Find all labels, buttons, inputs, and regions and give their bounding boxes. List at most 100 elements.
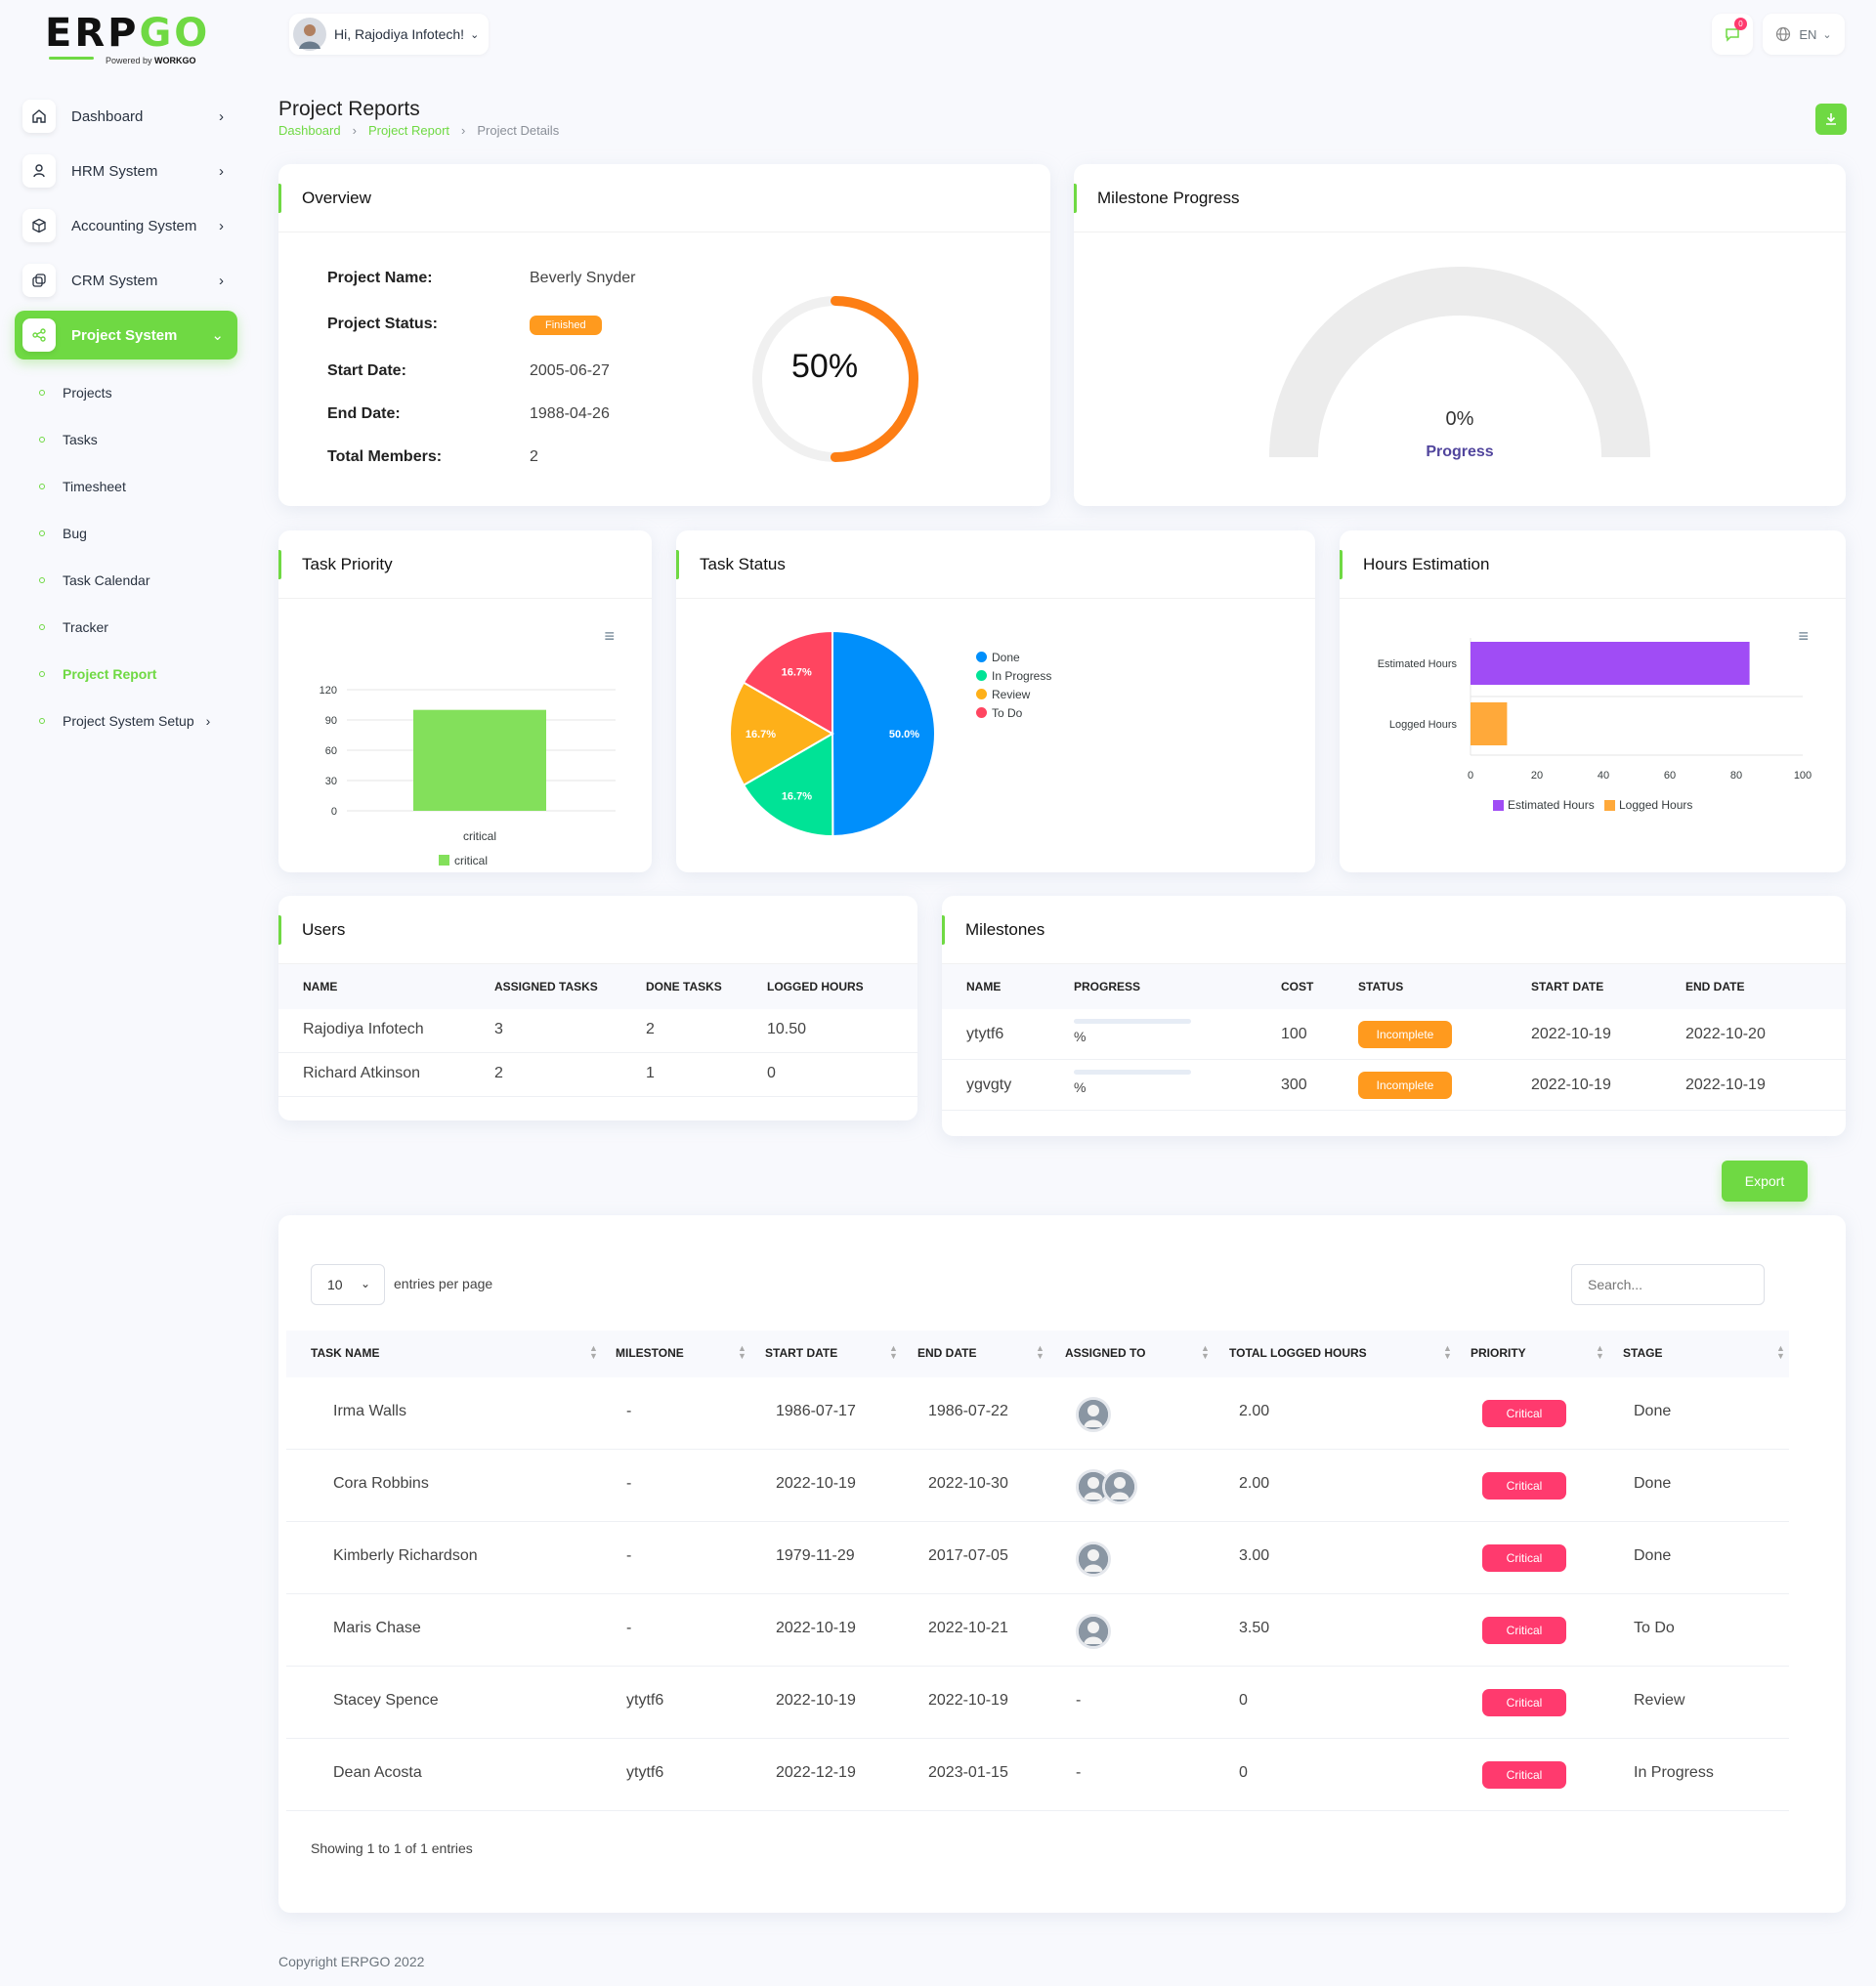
sort-icon[interactable]: ▲ ▼ [1201, 1343, 1210, 1361]
pie-slice [742, 629, 833, 736]
slice-label: 50.0% [889, 729, 919, 740]
task-stage: Done [1634, 1403, 1672, 1419]
task-priority-chart: 120 90 60 30 0 critical critical [320, 685, 616, 867]
task-milestone: - [626, 1475, 632, 1492]
x-tick-label: 20 [1531, 770, 1543, 782]
logo[interactable]: ERPGO Powered by WORKGO [45, 11, 211, 65]
task-milestone: - [626, 1403, 632, 1419]
legend-item[interactable]: To Do [976, 703, 1051, 722]
submenu-task-calendar[interactable]: Task Calendar [39, 557, 234, 604]
task-name[interactable]: Cora Robbins [333, 1475, 429, 1492]
submenu-project-system-setup[interactable]: Project System Setup › [39, 697, 234, 744]
tasks-table-header: TASK NAME ▲ ▼ MILESTONE ▲ ▼ START DATE ▲ ▼ END… [286, 1331, 1789, 1377]
task-start: 2022-10-19 [776, 1692, 856, 1709]
milestones-title: Milestones [965, 919, 1045, 939]
export-button[interactable]: Export [1722, 1161, 1808, 1202]
chevron-down-icon: ⌄ [1822, 28, 1832, 41]
task-milestone: ytytf6 [626, 1764, 664, 1781]
legend-swatch [1493, 800, 1504, 811]
table-row: Maris Chase - 2022-10-19 2022-10-21 3.50 Crit… [286, 1594, 1789, 1667]
breadcrumb-dashboard[interactable]: Dashboard [278, 123, 341, 138]
task-start: 1979-11-29 [776, 1547, 855, 1564]
overview-title: Overview [302, 188, 371, 207]
table-row: Cora Robbins - 2022-10-19 2022-10-30 2.00 Cri… [286, 1450, 1789, 1522]
sort-icon[interactable]: ▲ ▼ [1596, 1343, 1604, 1361]
column-header[interactable]: MILESTONE [616, 1346, 684, 1360]
sidebar-item-project-system[interactable]: Project System ⌄ [15, 311, 237, 359]
task-hours: 3.50 [1239, 1620, 1270, 1636]
column-header[interactable]: PRIORITY [1471, 1346, 1526, 1360]
menu-icon[interactable]: ≡ [1798, 626, 1809, 646]
page-size-select[interactable]: 10 ⌄ [311, 1264, 385, 1305]
legend-item[interactable]: In Progress [976, 666, 1051, 685]
task-name[interactable]: Stacey Spence [333, 1692, 439, 1709]
avatar[interactable] [1076, 1542, 1111, 1577]
task-name[interactable]: Kimberly Richardson [333, 1547, 478, 1564]
task-stage: Review [1634, 1692, 1685, 1709]
column-header[interactable]: START DATE [765, 1346, 838, 1360]
sidebar: ERPGO Powered by WORKGO Dashboard › HRM … [0, 0, 249, 1986]
y-tick-label: 0 [331, 806, 337, 818]
task-end: 2022-10-30 [928, 1475, 1008, 1492]
sidebar-item-crm[interactable]: CRM System › [15, 256, 237, 305]
progress-arc [752, 296, 918, 462]
download-button[interactable] [1815, 104, 1847, 135]
legend-item[interactable]: Review [976, 685, 1051, 703]
sort-icon[interactable]: ▲ ▼ [1036, 1343, 1045, 1361]
overview-row: Project Name: Beverly Snyder [327, 270, 636, 286]
task-end: 2023-01-15 [928, 1764, 1008, 1781]
column-header[interactable]: TOTAL LOGGED HOURS [1229, 1346, 1367, 1360]
search-input[interactable] [1571, 1264, 1765, 1305]
x-tick-label: 80 [1730, 770, 1742, 782]
task-assigned: - [1076, 1692, 1082, 1709]
milestone-progress-bar [1074, 1019, 1191, 1024]
x-tick-label: 60 [1664, 770, 1676, 782]
sort-icon[interactable]: ▲ ▼ [1443, 1343, 1452, 1361]
avatar[interactable] [1076, 1397, 1111, 1432]
table-row: ytytf6 % 100 Incomplete 2022-10-19 2022-… [942, 1009, 1846, 1060]
user-menu[interactable]: Hi, Rajodiya Infotech! ⌄ [289, 14, 490, 55]
hours-estimation-title: Hours Estimation [1363, 554, 1490, 573]
column-header[interactable]: STAGE [1623, 1346, 1663, 1360]
sidebar-item-hrm[interactable]: HRM System › [15, 147, 237, 195]
overview-row: End Date: 1988-04-26 [327, 405, 610, 422]
y-tick-label: 60 [325, 745, 337, 757]
sidebar-item-dashboard[interactable]: Dashboard › [15, 92, 237, 141]
submenu-project-report[interactable]: Project Report [39, 651, 234, 697]
column-header[interactable]: END DATE [917, 1346, 977, 1360]
avatar[interactable] [1076, 1614, 1111, 1649]
breadcrumb: Dashboard › Project Report › Project Det… [278, 123, 560, 138]
chevron-right-icon: › [205, 713, 211, 729]
task-name[interactable]: Dean Acosta [333, 1764, 422, 1781]
bar [413, 709, 546, 811]
notification-button[interactable]: 0 [1712, 14, 1753, 55]
language-selector[interactable]: EN ⌄ [1763, 14, 1845, 55]
menu-icon[interactable]: ≡ [604, 626, 615, 646]
task-milestone: - [626, 1620, 632, 1636]
overview-card: Overview Project Name: Beverly Snyder Pro… [278, 164, 1050, 506]
sidebar-item-accounting[interactable]: Accounting System › [15, 201, 237, 250]
breadcrumb-project-report[interactable]: Project Report [367, 123, 450, 138]
slice-label: 16.7% [746, 729, 776, 740]
user-icon [22, 154, 56, 188]
task-stage: In Progress [1634, 1764, 1714, 1781]
submenu-tasks[interactable]: Tasks [39, 416, 234, 463]
task-stage: Done [1634, 1547, 1672, 1564]
legend-item[interactable]: Done [976, 648, 1051, 666]
submenu-projects[interactable]: Projects [39, 369, 234, 416]
sort-icon[interactable]: ▲ ▼ [589, 1343, 598, 1361]
table-row: Irma Walls - 1986-07-17 1986-07-22 2.00 Criti… [286, 1377, 1789, 1450]
submenu-bug[interactable]: Bug [39, 510, 234, 557]
column-header[interactable]: TASK NAME [311, 1346, 380, 1360]
sort-icon[interactable]: ▲ ▼ [738, 1343, 746, 1361]
column-header[interactable]: ASSIGNED TO [1065, 1346, 1146, 1360]
sort-icon[interactable]: ▲ ▼ [1776, 1343, 1785, 1361]
task-name[interactable]: Irma Walls [333, 1403, 406, 1419]
task-name[interactable]: Maris Chase [333, 1620, 421, 1636]
sort-icon[interactable]: ▲ ▼ [889, 1343, 898, 1361]
submenu-tracker[interactable]: Tracker [39, 604, 234, 651]
submenu-timesheet[interactable]: Timesheet [39, 463, 234, 510]
share-icon [22, 318, 56, 352]
avatar[interactable] [1102, 1469, 1137, 1504]
chevron-down-icon: ⌄ [470, 28, 480, 41]
